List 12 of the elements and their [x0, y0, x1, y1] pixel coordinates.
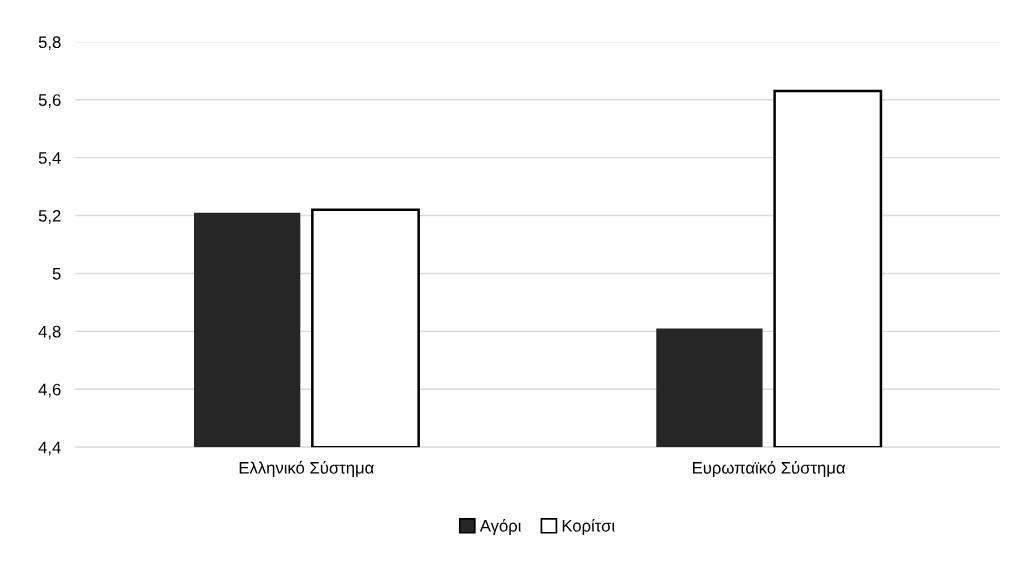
x-tick-label: Ευρωπαϊκό Σύστημα — [693, 461, 846, 478]
y-tick-label: 5,6 — [38, 94, 61, 108]
y-tick-label: 4,4 — [38, 441, 61, 456]
y-tick-label: 4,6 — [38, 383, 61, 398]
x-tick-label: Ελληνικό Σύστημα — [239, 461, 374, 478]
y-tick-label: 5,8 — [38, 36, 61, 51]
legend-label: Κορίτσι — [562, 518, 615, 535]
legend-label: Αγόρι — [479, 518, 521, 535]
y-tick-label: 4,8 — [38, 325, 61, 340]
y-tick-label: 5 — [52, 268, 61, 280]
y-tick-label: 5,2 — [38, 209, 61, 224]
y-tick-label: 5,4 — [38, 152, 61, 166]
